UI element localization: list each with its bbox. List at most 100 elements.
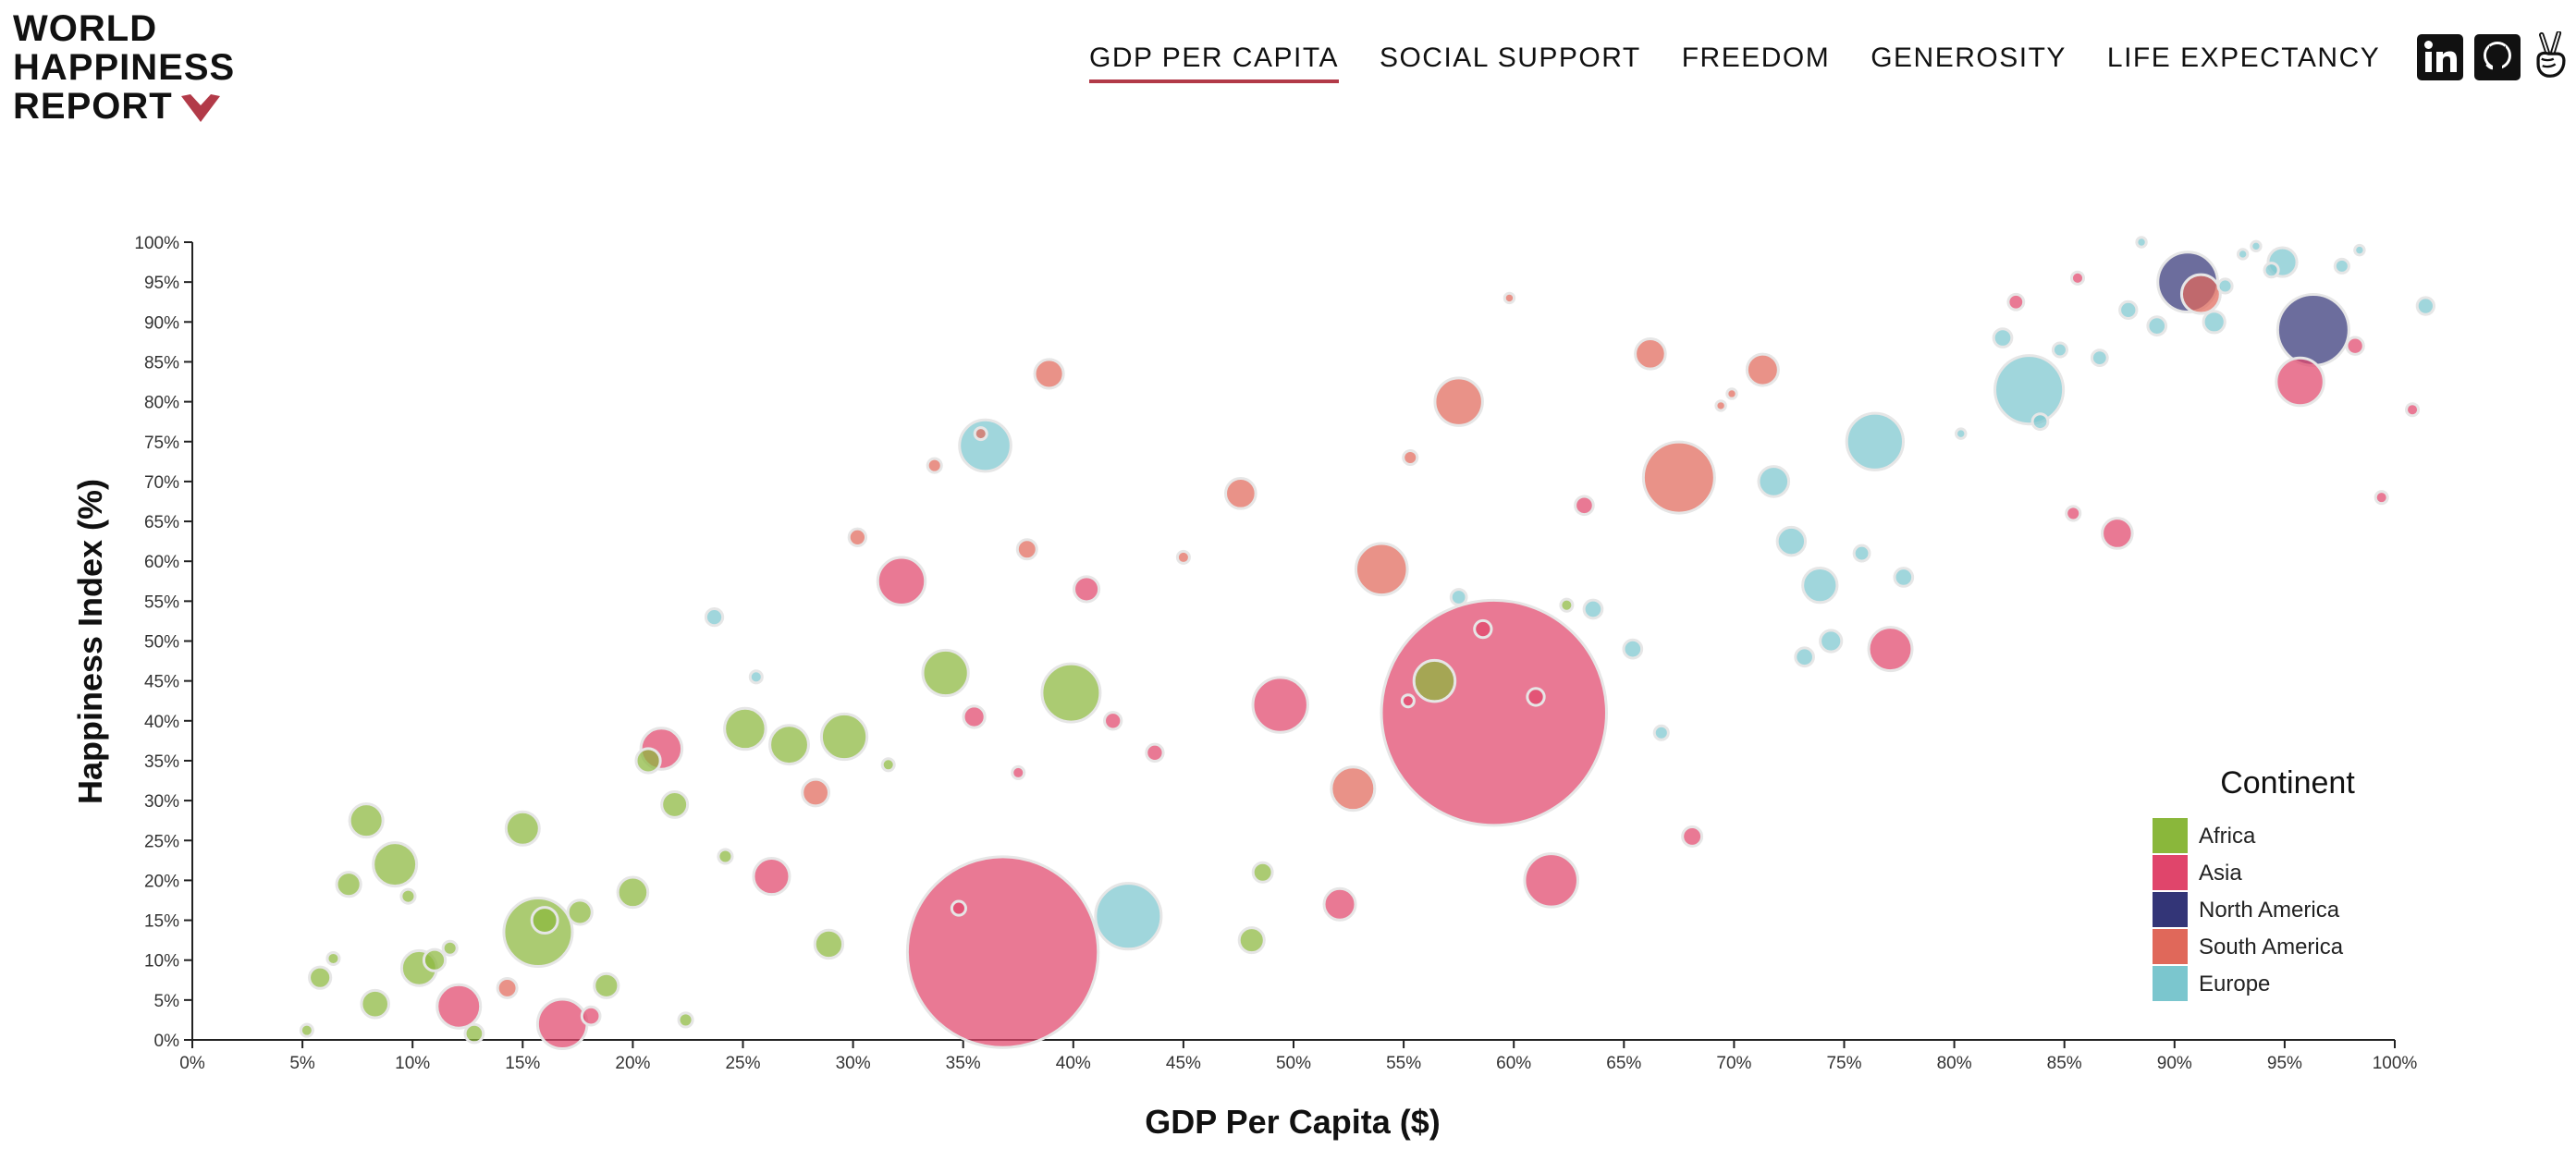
bubble-europe[interactable] (2135, 236, 2148, 249)
bubble-africa[interactable] (348, 802, 385, 839)
bubble-europe[interactable] (2353, 243, 2366, 257)
bubble-south-america[interactable] (973, 426, 988, 442)
bubble-asia[interactable] (1011, 764, 1026, 780)
bubble-south-america[interactable] (1402, 448, 1419, 467)
bubble-asia[interactable] (2405, 402, 2421, 418)
bubble-africa[interactable] (566, 898, 594, 926)
bubble-europe[interactable] (1622, 638, 1644, 660)
bubble-europe[interactable] (958, 418, 1012, 473)
bubble-asia[interactable] (962, 704, 987, 729)
bubble-africa[interactable] (813, 928, 845, 960)
bubble-africa[interactable] (616, 875, 650, 910)
site-logo[interactable]: WORLD HAPPINESS REPORT (13, 9, 290, 126)
bubble-asia[interactable] (580, 1005, 602, 1027)
bubble-asia[interactable] (1473, 618, 1493, 640)
bubble-europe[interactable] (748, 669, 764, 685)
bubble-europe[interactable] (2333, 257, 2350, 275)
bubble-europe[interactable] (2090, 348, 2109, 368)
bubble-africa[interactable] (441, 939, 459, 957)
bubble-africa[interactable] (360, 988, 391, 1020)
bubble-europe[interactable] (2250, 239, 2263, 253)
bubble-asia[interactable] (2275, 356, 2325, 408)
bubble-africa[interactable] (372, 841, 419, 888)
bubble-europe[interactable] (1094, 882, 1163, 951)
bubble-africa[interactable] (717, 848, 734, 865)
bubble-asia[interactable] (1867, 626, 1914, 673)
bubble-africa[interactable] (1412, 658, 1457, 703)
bubble-africa[interactable] (299, 1022, 314, 1038)
nav-tab-life-expectancy[interactable]: LIFE EXPECTANCY (2106, 43, 2381, 73)
bubble-asia[interactable] (1145, 742, 1165, 763)
bubble-asia[interactable] (1574, 495, 1595, 517)
bubble-europe[interactable] (1582, 598, 1604, 620)
bubble-europe[interactable] (2030, 412, 2050, 432)
bubble-africa[interactable] (422, 947, 448, 972)
bubble-europe[interactable] (2236, 248, 2250, 261)
bubble-africa[interactable] (1559, 597, 1575, 613)
bubble-africa[interactable] (723, 706, 767, 752)
bubble-asia[interactable] (1073, 575, 1101, 604)
bubble-south-america[interactable] (1745, 352, 1780, 387)
bubble-south-america[interactable] (1725, 387, 1738, 400)
bubble-asia[interactable] (1322, 886, 1357, 922)
github-icon[interactable] (2474, 33, 2521, 81)
bubble-europe[interactable] (1652, 724, 1670, 741)
bubble-europe[interactable] (2146, 315, 2168, 336)
bubble-asia[interactable] (2006, 292, 2026, 312)
bubble-asia[interactable] (1251, 676, 1309, 734)
bubble-asia[interactable] (876, 556, 927, 607)
bubble-asia[interactable] (1380, 598, 1608, 827)
bubble-asia[interactable] (1103, 711, 1123, 731)
bubble-africa[interactable] (880, 757, 896, 773)
bubble-south-america[interactable] (1033, 358, 1065, 390)
bubble-asia[interactable] (2101, 517, 2134, 550)
bubble-south-america[interactable] (1634, 337, 1667, 371)
bubble-south-america[interactable] (926, 457, 943, 474)
bubble-africa[interactable] (660, 789, 690, 819)
bubble-europe[interactable] (1794, 646, 1815, 668)
bubble-asia[interactable] (1523, 852, 1579, 909)
bubble-north-america[interactable] (2275, 292, 2350, 367)
bubble-europe[interactable] (2216, 277, 2234, 295)
bubble-africa[interactable] (593, 972, 620, 999)
bubble-africa[interactable] (677, 1011, 694, 1029)
bubble-south-america[interactable] (1330, 765, 1377, 813)
bubble-south-america[interactable] (1433, 376, 1484, 427)
bubble-africa[interactable] (335, 871, 362, 898)
bubble-africa[interactable] (325, 950, 341, 966)
nav-tab-freedom[interactable]: FREEDOM (1681, 43, 1831, 73)
bubble-asia[interactable] (435, 983, 483, 1030)
bubble-south-america[interactable] (496, 976, 519, 999)
bubble-africa[interactable] (308, 965, 333, 990)
bubble-south-america[interactable] (1175, 549, 1191, 565)
linkedin-icon[interactable] (2417, 33, 2463, 81)
bubble-south-america[interactable] (1503, 291, 1516, 305)
bubble-africa[interactable] (921, 648, 970, 698)
bubble-africa[interactable] (504, 810, 541, 847)
bubble-africa[interactable] (1237, 926, 1266, 955)
bubble-asia[interactable] (1681, 825, 1704, 848)
bubble-europe[interactable] (1775, 525, 1808, 557)
bubble-europe[interactable] (1449, 588, 1468, 606)
bubble-asia[interactable] (535, 997, 589, 1051)
bubble-europe[interactable] (1757, 465, 1791, 498)
bubble-europe[interactable] (1852, 544, 1871, 563)
bubble-europe[interactable] (1992, 327, 2014, 348)
bubble-europe[interactable] (1819, 629, 1844, 654)
bubble-europe[interactable] (2118, 299, 2139, 321)
bubble-asia[interactable] (2065, 505, 2082, 522)
bubble-africa[interactable] (399, 887, 417, 905)
bubble-europe[interactable] (1845, 411, 1905, 471)
bubble-asia[interactable] (950, 899, 967, 917)
bubble-south-america[interactable] (1015, 538, 1038, 561)
bubble-south-america[interactable] (2179, 273, 2222, 315)
bubble-asia[interactable] (1526, 687, 1546, 707)
bubble-europe[interactable] (704, 606, 725, 628)
bubble-asia[interactable] (2345, 336, 2365, 356)
bubble-europe[interactable] (2415, 296, 2436, 316)
bubble-south-america[interactable] (847, 527, 868, 547)
bubble-africa[interactable] (819, 712, 869, 762)
bubble-asia[interactable] (2374, 490, 2389, 506)
bubble-europe[interactable] (2051, 341, 2068, 359)
bubble-south-america[interactable] (1641, 440, 1716, 515)
